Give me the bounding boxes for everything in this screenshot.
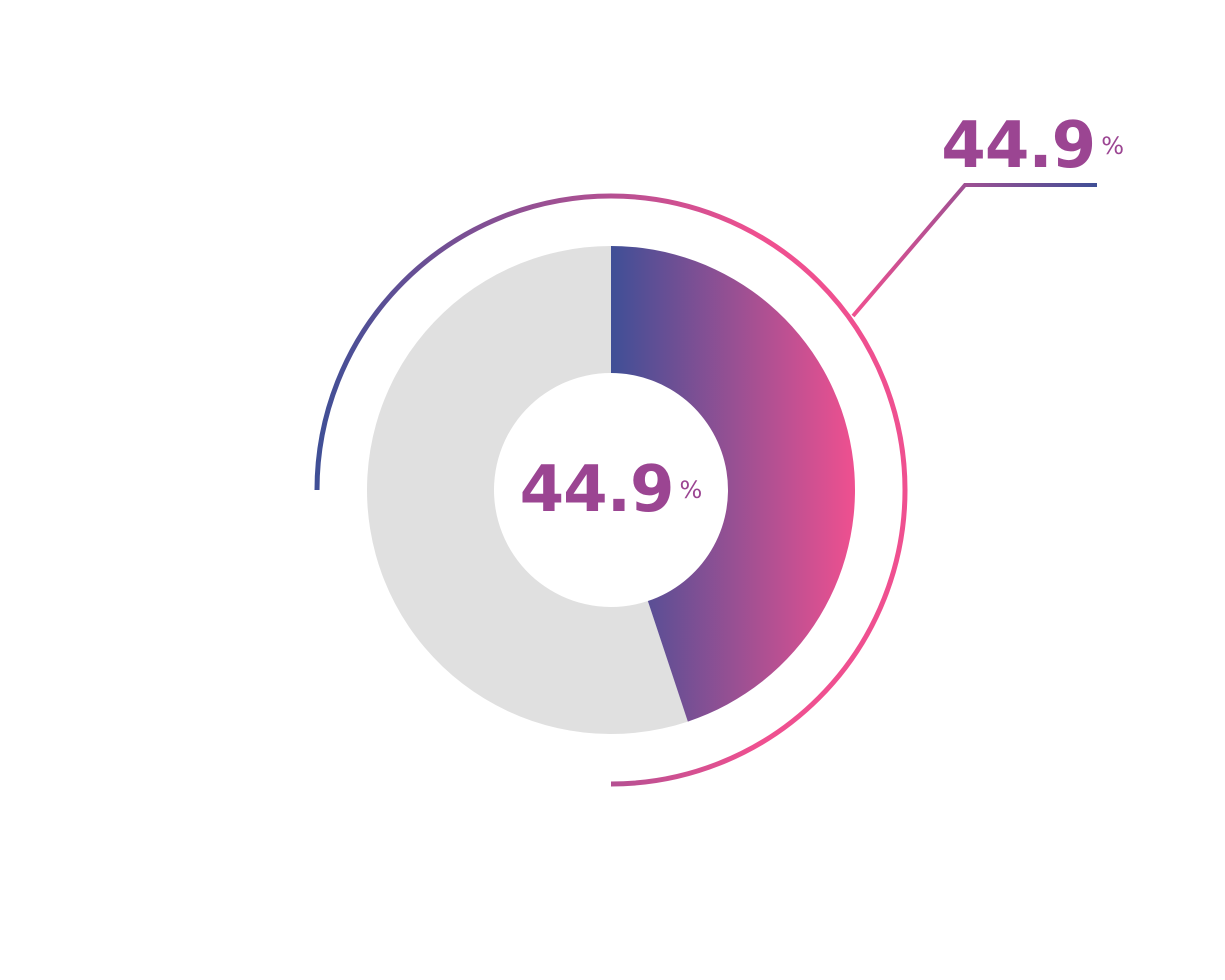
callout-label: 44.9% — [941, 109, 1124, 183]
segment — [611, 246, 855, 722]
center-unit: % — [680, 476, 703, 504]
outer-ring — [314, 193, 908, 787]
remainder — [366, 246, 688, 734]
callout-value: 44.9 — [941, 109, 1095, 183]
callout-line — [851, 183, 1097, 318]
center-value: 44.9 — [520, 453, 674, 527]
center-label: 44.9% — [520, 453, 703, 527]
callout-unit: % — [1101, 132, 1124, 160]
donut — [314, 183, 1097, 787]
